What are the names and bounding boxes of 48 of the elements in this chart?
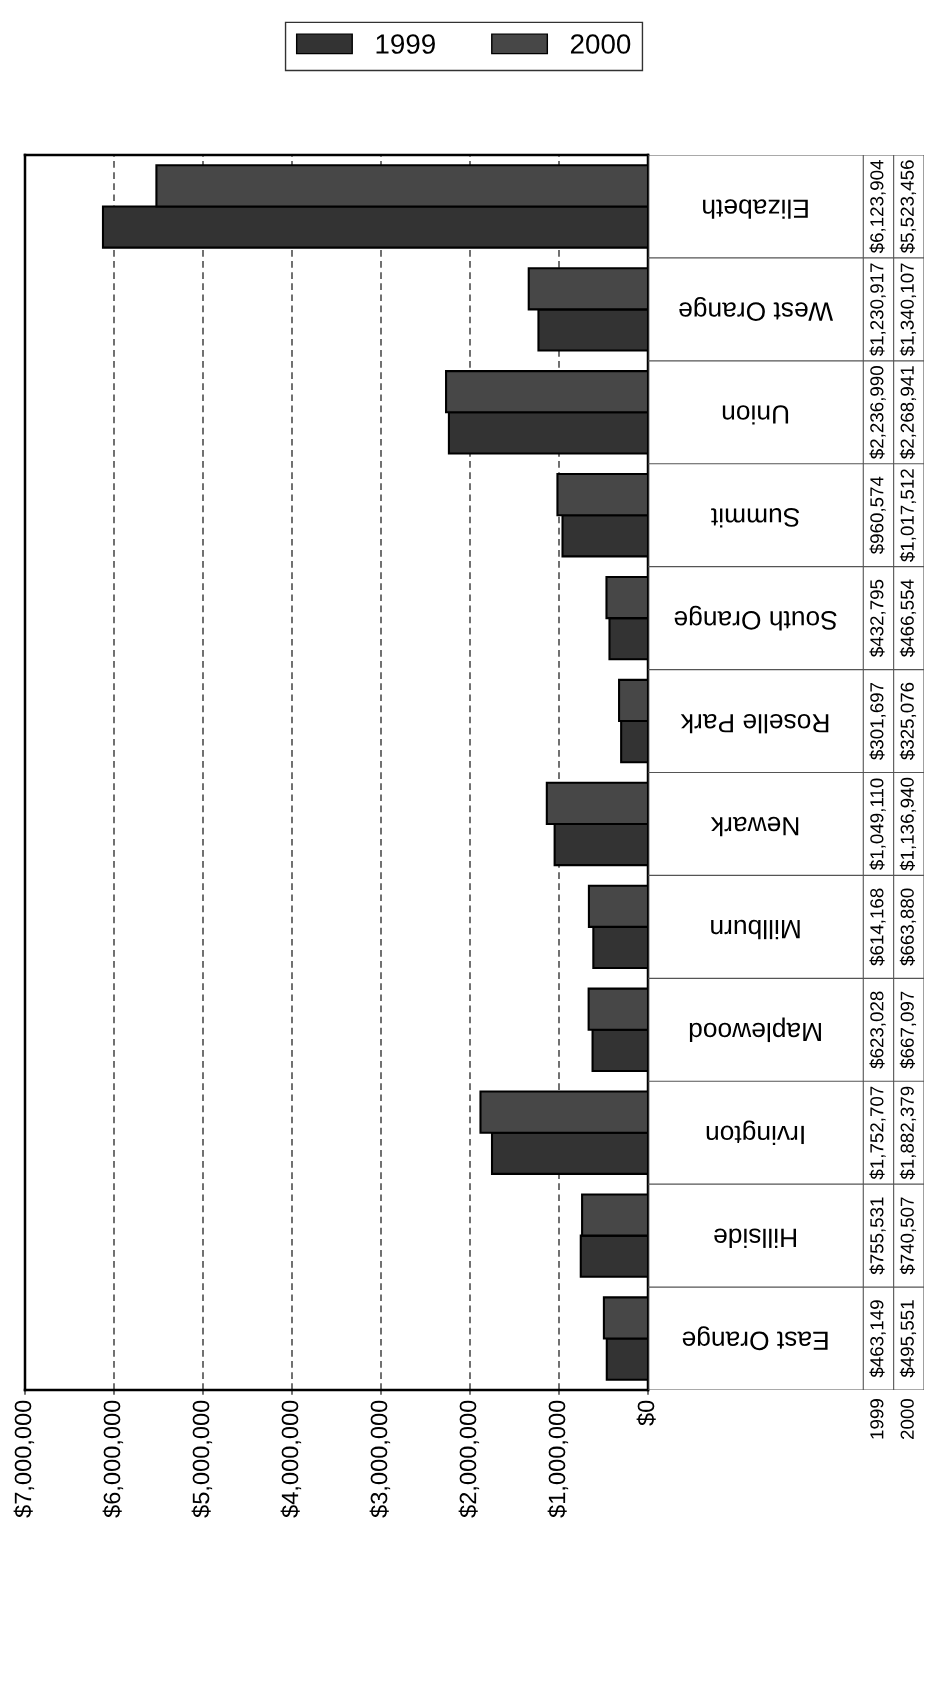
- x-tick-label: $7,000,000: [13, 1400, 35, 1518]
- legend-label: 2000: [570, 34, 631, 54]
- y-tick-label: Hillside: [714, 1228, 796, 1248]
- x-tick-label: $2,000,000: [458, 1400, 480, 1518]
- legend-label: 1999: [376, 34, 435, 54]
- data-label: $495,551: [899, 1300, 917, 1378]
- data-label: $5,523,456: [899, 160, 917, 254]
- data-label: $663,880: [899, 888, 917, 966]
- x-tick-label: $1,000,000: [547, 1400, 569, 1518]
- x-tick-label: $0: [636, 1400, 656, 1426]
- data-label: $1,752,707: [869, 1086, 886, 1180]
- data-label: $466,554: [899, 579, 917, 658]
- y-tick-label: Roselle Park: [680, 713, 829, 734]
- data-label: $667,097: [899, 991, 917, 1069]
- data-label: $755,531: [869, 1197, 886, 1275]
- data-label: $1,882,379: [899, 1086, 917, 1180]
- data-label: $614,168: [869, 888, 886, 966]
- data-label: $325,076: [899, 682, 917, 760]
- y-tick-label: Maplewood: [689, 1017, 821, 1043]
- text: 2000: [900, 1398, 914, 1439]
- x-tick-label: $6,000,000: [102, 1400, 124, 1518]
- data-label: $301,697: [869, 682, 886, 760]
- y-tick-label: South Orange: [674, 605, 837, 631]
- x-tick-label: $3,000,000: [369, 1400, 391, 1518]
- y-tick-label: Union: [722, 405, 789, 425]
- data-label: $1,230,917: [869, 263, 886, 357]
- data-label: $1,049,110: [869, 778, 886, 870]
- data-label: $740,507: [899, 1197, 917, 1275]
- data-label: $2,268,941: [899, 366, 917, 460]
- data-label: $1,136,940: [899, 777, 917, 871]
- x-tick-label: $4,000,000: [280, 1400, 302, 1518]
- data-label: $463,149: [869, 1300, 886, 1378]
- data-label: $2,236,990: [869, 366, 886, 460]
- x-tick-label: $5,000,000: [191, 1400, 213, 1518]
- y-tick-label: Newark: [710, 816, 799, 837]
- data-label: $432,795: [869, 579, 886, 658]
- data-label: $623,028: [869, 991, 886, 1069]
- text: 1999: [870, 1399, 884, 1439]
- data-label: $6,123,904: [869, 160, 886, 254]
- data-label: $960,574: [869, 476, 886, 555]
- y-tick-label: Summit: [711, 508, 800, 528]
- y-tick-label: East Orange: [682, 1326, 828, 1351]
- data-label: $1,340,107: [899, 263, 917, 357]
- y-tick-label: Elizabeth: [703, 199, 808, 219]
- data-label: $1,017,512: [899, 469, 917, 562]
- y-tick-label: Irvington: [706, 1120, 804, 1146]
- y-tick-label: Millburn: [711, 919, 800, 940]
- y-tick-label: West Orange: [679, 297, 834, 321]
